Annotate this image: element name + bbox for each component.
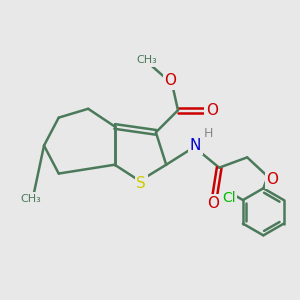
Text: O: O xyxy=(206,103,218,118)
Text: CH₃: CH₃ xyxy=(137,55,158,65)
Text: N: N xyxy=(190,138,201,153)
Text: O: O xyxy=(266,172,278,187)
Text: CH₃: CH₃ xyxy=(20,194,41,204)
Text: Cl: Cl xyxy=(222,191,236,206)
Text: S: S xyxy=(136,176,146,191)
Text: O: O xyxy=(207,196,219,211)
Text: O: O xyxy=(165,73,177,88)
Text: H: H xyxy=(204,127,214,140)
